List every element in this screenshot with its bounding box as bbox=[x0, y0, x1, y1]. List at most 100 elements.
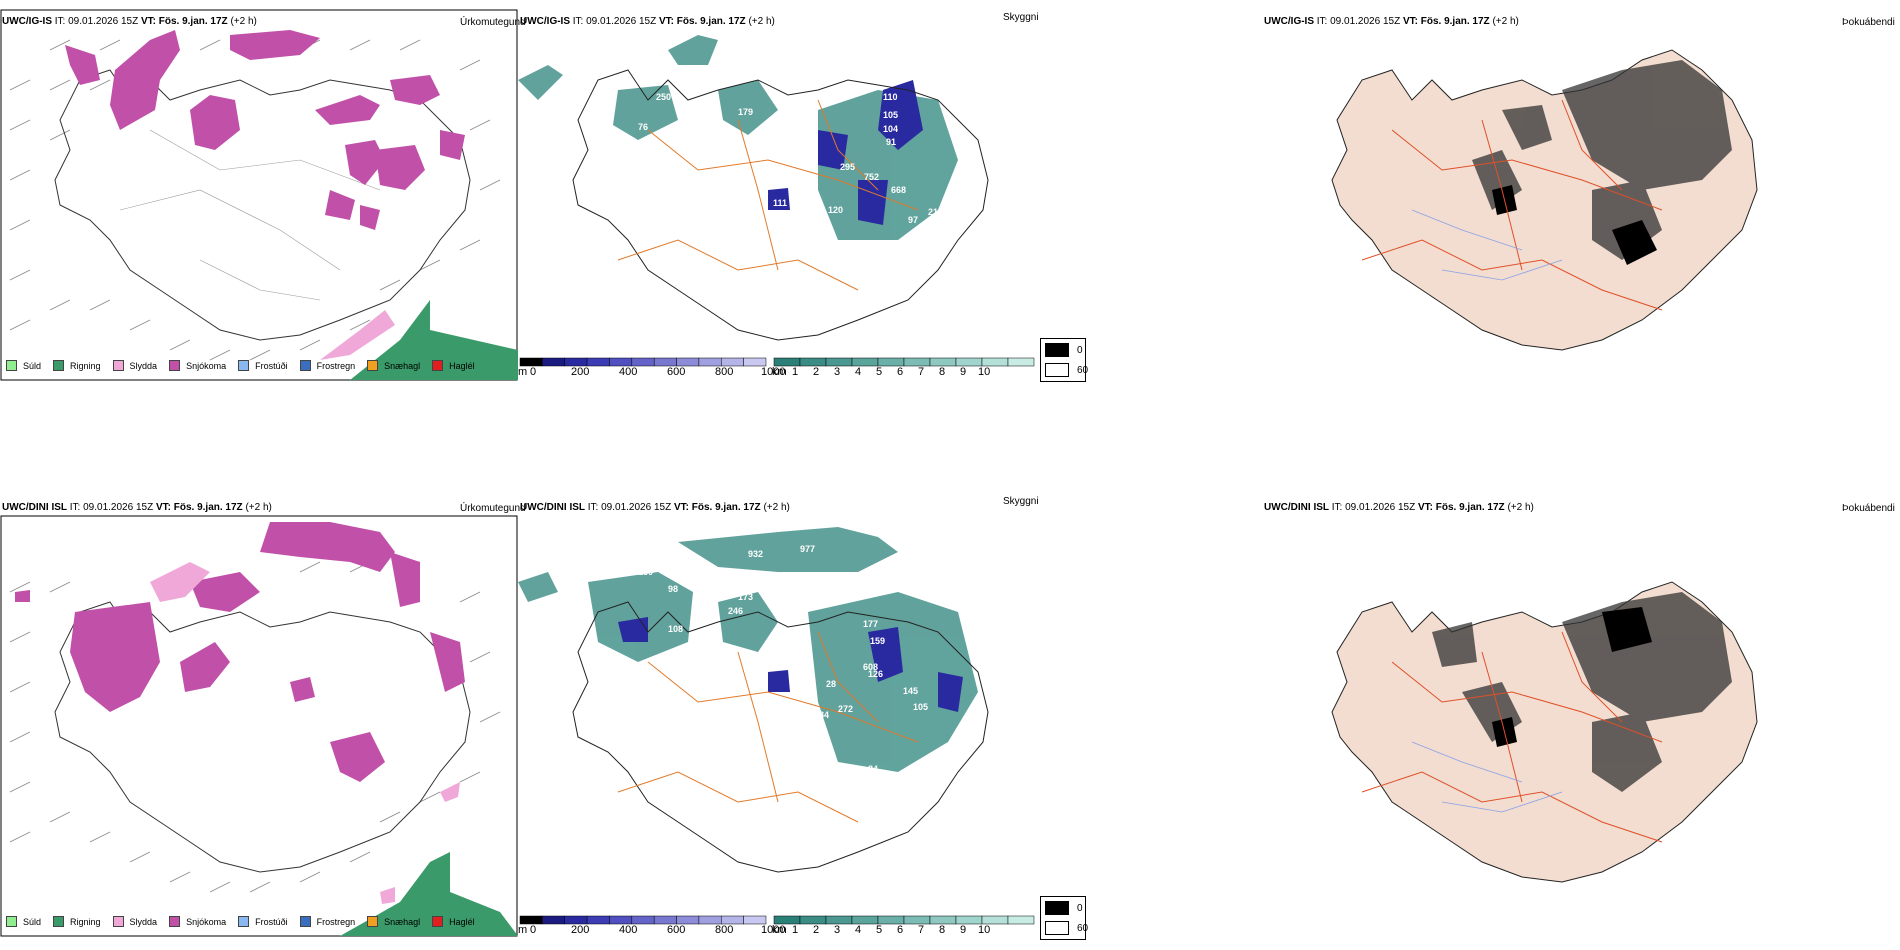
visibility-value-labels: 992 920 986 932 977 863 130 98 173 246 1… bbox=[638, 512, 928, 774]
legend-item: Frostúði bbox=[238, 916, 288, 927]
tick-km: 6 bbox=[897, 924, 904, 936]
legend-label: Rigning bbox=[70, 916, 101, 927]
visibility-m-areas bbox=[768, 80, 923, 225]
legend-item: Rigning bbox=[53, 916, 101, 927]
vis-label: 110 bbox=[883, 92, 898, 102]
fog-panel-bottom: UWC/DINI ISL IT: 09.01.2026 15Z VT: Fös.… bbox=[1262, 492, 1900, 942]
legend-item: Frostúði bbox=[238, 360, 288, 371]
scale-swatch bbox=[851, 915, 879, 925]
scale-swatch bbox=[929, 357, 957, 367]
legend-item: Súld bbox=[6, 360, 41, 371]
scale-swatch bbox=[1007, 357, 1035, 367]
scale-swatch bbox=[586, 357, 610, 367]
legend-label: Frostúði bbox=[255, 916, 288, 927]
tick-km: 4 bbox=[855, 924, 862, 936]
vis-label: 76 bbox=[638, 122, 648, 132]
vis-label: 111 bbox=[773, 198, 787, 208]
scale-swatch bbox=[721, 915, 744, 925]
tick-km: 5 bbox=[876, 366, 883, 378]
vis-label: 21 bbox=[928, 207, 938, 217]
legend-label: Haglél bbox=[449, 916, 475, 927]
scale-swatch bbox=[955, 357, 983, 367]
precip-legend: Súld Rigning Slydda Snjókoma Frostúði Fr… bbox=[6, 360, 483, 371]
visibility-panel-bottom: UWC/DINI ISL IT: 09.01.2026 15Z VT: Fös.… bbox=[518, 492, 1088, 942]
scale-swatch bbox=[564, 915, 588, 925]
panel-header: UWC/IG-IS IT: 09.01.2026 15Z VT: Fös. 9.… bbox=[520, 16, 775, 28]
fog-map-top bbox=[1331, 49, 1758, 351]
scale-swatch bbox=[743, 357, 767, 367]
scale-swatch bbox=[676, 357, 700, 367]
tick-m: 0 bbox=[530, 366, 537, 378]
vis-label: 668 bbox=[891, 185, 906, 195]
tick-km: 2 bbox=[813, 366, 820, 378]
vis-label: 920 bbox=[803, 512, 818, 522]
vis-label: 173 bbox=[738, 592, 753, 602]
fog-swatch-dark bbox=[1045, 901, 1069, 915]
scale-unit-m: m bbox=[518, 924, 528, 936]
visibility-m-scale bbox=[519, 357, 767, 367]
scale-swatch bbox=[653, 357, 677, 367]
vt-label: VT: bbox=[658, 16, 674, 27]
scale-swatch bbox=[773, 357, 801, 367]
swatch-freezing-rain bbox=[299, 360, 311, 371]
it-value: 09.01.2026 15Z bbox=[68, 16, 139, 27]
fog-swatch-light bbox=[1045, 921, 1069, 935]
visibility-m-areas bbox=[618, 617, 963, 712]
scale-swatch bbox=[981, 357, 1009, 367]
model-name: UWC/DINI ISL bbox=[1264, 502, 1329, 513]
precip-type-title: Úrkomutegund bbox=[460, 503, 526, 514]
model-name: UWC/DINI ISL bbox=[520, 502, 585, 513]
scale-swatch bbox=[519, 357, 543, 367]
model-name: UWC/IG-IS bbox=[520, 16, 570, 27]
vis-label: 246 bbox=[728, 606, 743, 616]
scale-swatch bbox=[586, 915, 610, 925]
swatch-snow-pellets bbox=[367, 360, 379, 371]
scale-swatch bbox=[981, 915, 1009, 925]
vis-label: 28 bbox=[826, 679, 836, 689]
legend-label: Snjókoma bbox=[186, 360, 227, 371]
scale-swatch bbox=[609, 357, 633, 367]
scale-swatch bbox=[955, 915, 983, 925]
legend-item: Frostregn bbox=[299, 360, 355, 371]
scale-swatch bbox=[721, 357, 744, 367]
iceland-outline bbox=[572, 69, 989, 341]
scale-swatch bbox=[631, 915, 655, 925]
lead-time: (+2 h) bbox=[1507, 502, 1534, 513]
lead-time: (+2 h) bbox=[748, 16, 775, 27]
it-label: IT: bbox=[69, 502, 81, 513]
legend-label: Snjókoma bbox=[186, 916, 227, 927]
swatch-hail bbox=[432, 360, 444, 371]
tick-km: 6 bbox=[897, 366, 904, 378]
vis-label: 98 bbox=[668, 584, 678, 594]
vis-label: 284 bbox=[814, 710, 829, 720]
vis-label: 272 bbox=[838, 704, 853, 714]
fog-label: 60 bbox=[1077, 364, 1089, 376]
vis-label: 97 bbox=[908, 215, 918, 225]
vis-label: 986 bbox=[873, 524, 888, 534]
fog-legend-row: 60 bbox=[1045, 363, 1088, 377]
vis-label: 250 bbox=[656, 92, 671, 102]
it-value: 09.01.2026 15Z bbox=[601, 502, 672, 513]
vis-label: 91 bbox=[886, 137, 896, 147]
tick-km: 10 bbox=[978, 366, 991, 378]
swatch-drizzle bbox=[6, 360, 17, 371]
lead-time: (+2 h) bbox=[230, 16, 257, 27]
swatch-drizzle bbox=[6, 916, 17, 927]
fog-map-bottom bbox=[1331, 581, 1758, 883]
tick-km: 3 bbox=[834, 924, 841, 936]
swatch-snow-pellets bbox=[367, 916, 379, 927]
fog-title: Þokuábendi bbox=[1842, 503, 1895, 514]
it-label: IT: bbox=[572, 16, 584, 27]
scale-swatch bbox=[698, 915, 722, 925]
scale-swatch bbox=[519, 915, 543, 925]
vis-label: 179 bbox=[738, 107, 753, 117]
precip-type-title: Úrkomutegund bbox=[460, 17, 526, 28]
fog-roads bbox=[1361, 99, 1663, 311]
scale-swatch bbox=[825, 915, 853, 925]
snow-areas bbox=[15, 522, 465, 782]
it-label: IT: bbox=[54, 16, 66, 27]
vis-label: 145 bbox=[903, 686, 918, 696]
model-name: UWC/IG-IS bbox=[1264, 16, 1314, 27]
vis-label: 177 bbox=[863, 619, 878, 629]
legend-label: Súld bbox=[23, 916, 42, 927]
